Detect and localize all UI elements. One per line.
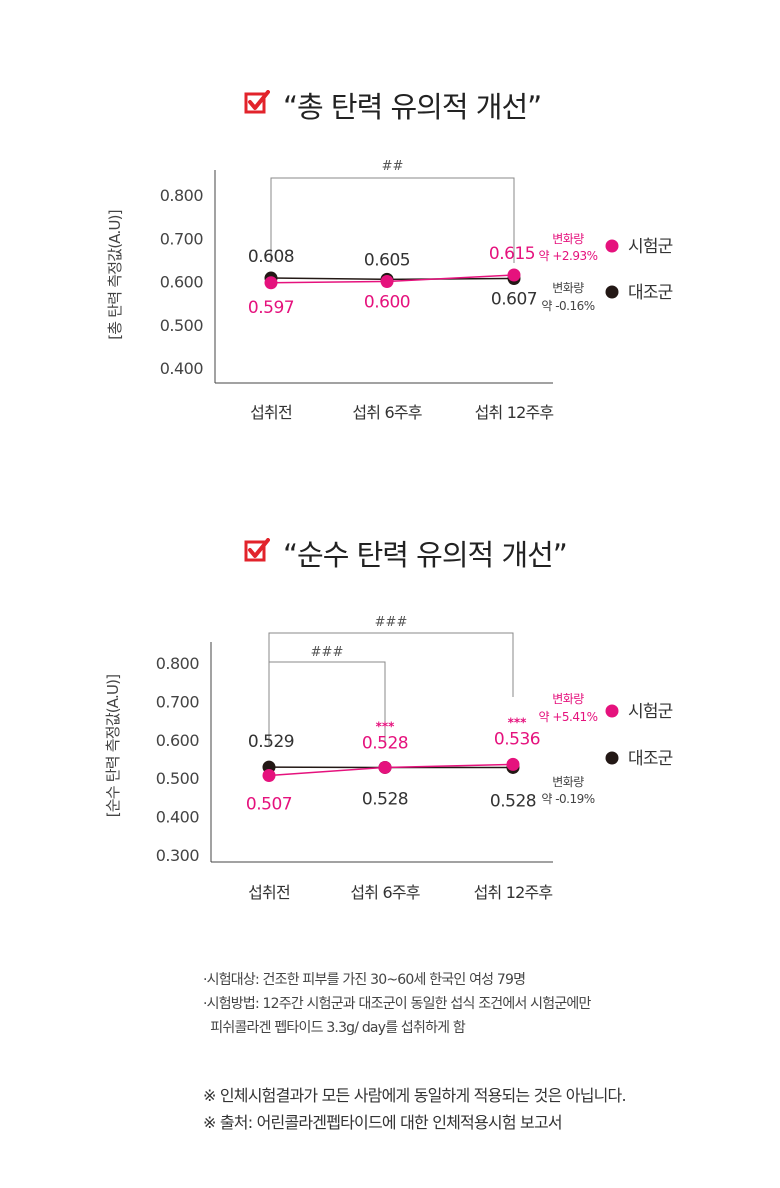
significance-bracket [268, 632, 514, 717]
test-data-point [264, 276, 278, 290]
x-tick-label: 섭취 6주후 [350, 883, 419, 902]
test-change-label: 변화량 [552, 232, 584, 246]
y-axis-label: [총 탄력 측정값(A.U)] [106, 210, 124, 340]
disclaimer-line: ※ 인체시험결과가 모든 사람에게 동일하게 적용되는 것은 아닙니다. [203, 1086, 627, 1105]
chart2-title: “순수 탄력 유의적 개선” [283, 538, 568, 572]
x-tick-label: 섭취 6주후 [352, 403, 421, 422]
y-tick-label: 0.500 [156, 769, 200, 788]
significance-bracket [270, 177, 515, 263]
control-data-label: 0.528 [362, 789, 408, 809]
check-icon [244, 90, 270, 114]
test-data-label: 0.600 [364, 293, 410, 313]
note-line: ·시험방법: 12주간 시험군과 대조군이 동일한 섭식 조건에서 시험군에만 [203, 996, 591, 1012]
control-data-label: 0.605 [364, 250, 410, 270]
y-tick-label: 0.800 [156, 654, 200, 673]
test-legend-label: 시험군 [628, 702, 673, 722]
significance-label: ## [382, 159, 404, 174]
control-change-value: 약 -0.19% [541, 791, 594, 806]
control-legend-label: 대조군 [628, 283, 673, 303]
control-legend-marker [605, 751, 619, 765]
note-line: ·시험대상: 건조한 피부를 가진 30~60세 한국인 여성 79명 [203, 972, 526, 988]
y-tick-label: 0.700 [156, 692, 200, 711]
y-axis-label: [순수 탄력 측정값(A.U)] [104, 675, 122, 818]
study-notes: ·시험대상: 건조한 피부를 가진 30~60세 한국인 여성 79명 ·시험방… [203, 968, 591, 1040]
control-legend-label: 대조군 [628, 749, 673, 769]
x-tick-label: 섭취 12주후 [475, 403, 554, 422]
y-tick-label: 0.400 [160, 359, 204, 378]
y-tick-label: 0.600 [156, 731, 200, 750]
y-tick-label: 0.700 [160, 229, 204, 248]
test-legend-marker [605, 239, 619, 253]
test-data-label: 0.597 [248, 298, 294, 318]
significance-bracket [268, 661, 386, 746]
control-data-label: 0.529 [248, 732, 294, 752]
test-data-point [507, 268, 521, 282]
test-legend-marker [605, 704, 619, 718]
star-label: *** [376, 719, 396, 733]
test-data-point [378, 760, 392, 774]
y-tick-label: 0.400 [156, 808, 200, 827]
test-data-point [380, 275, 394, 288]
chart1-title-row: “총 탄력 유의적 개선” [0, 84, 780, 124]
y-tick-label: 0.300 [156, 846, 200, 865]
significance-label: ### [375, 615, 408, 630]
x-tick-label: 섭취 12주후 [474, 883, 553, 902]
x-tick-label: 섭취전 [250, 403, 292, 422]
control-data-label: 0.528 [490, 791, 536, 811]
control-change-label: 변화량 [552, 775, 584, 789]
test-data-point [262, 769, 276, 783]
test-change-value: 약 +2.93% [538, 248, 597, 263]
significance-label: ### [311, 645, 344, 660]
test-data-label: 0.528 [362, 733, 408, 753]
note-line: 피쉬콜라겐 펩타이드 3.3g/ day를 섭취하게 함 [203, 1020, 465, 1036]
control-legend-marker [605, 285, 619, 299]
x-tick-label: 섭취전 [248, 883, 290, 902]
y-tick-label: 0.500 [160, 316, 204, 335]
check-icon [244, 538, 270, 562]
chart2-svg: 0.800 0.700 0.600 0.500 0.400 0.300 [순수 탄력 측정값… [104, 615, 673, 902]
y-tick-label: 0.800 [160, 186, 204, 205]
test-data-point [506, 757, 520, 771]
test-change-label: 변화량 [552, 692, 584, 706]
disclaimer-line: ※ 출처: 어린콜라겐펩타이드에 대한 인체적용시험 보고서 [203, 1113, 563, 1132]
test-legend-label: 시험군 [628, 237, 673, 257]
test-data-label: 0.615 [489, 244, 535, 264]
test-data-label: 0.507 [246, 795, 292, 815]
test-change-value: 약 +5.41% [538, 709, 597, 724]
chart1-title: “총 탄력 유의적 개선” [283, 90, 542, 124]
disclaimer: ※ 인체시험결과가 모든 사람에게 동일하게 적용되는 것은 아닙니다. ※ 출… [203, 1082, 627, 1136]
star-label: *** [508, 715, 528, 729]
chart1-svg: 0.800 0.700 0.600 0.500 0.400 [총 탄력 측정값(A.U)]… [106, 159, 673, 422]
chart2-title-row: “순수 탄력 유의적 개선” [0, 530, 780, 572]
control-change-label: 변화량 [552, 281, 584, 295]
test-data-label: 0.536 [494, 729, 540, 749]
control-data-label: 0.608 [248, 247, 294, 267]
control-change-value: 약 -0.16% [541, 298, 594, 313]
control-data-label: 0.607 [491, 289, 537, 309]
y-tick-label: 0.600 [160, 273, 204, 292]
